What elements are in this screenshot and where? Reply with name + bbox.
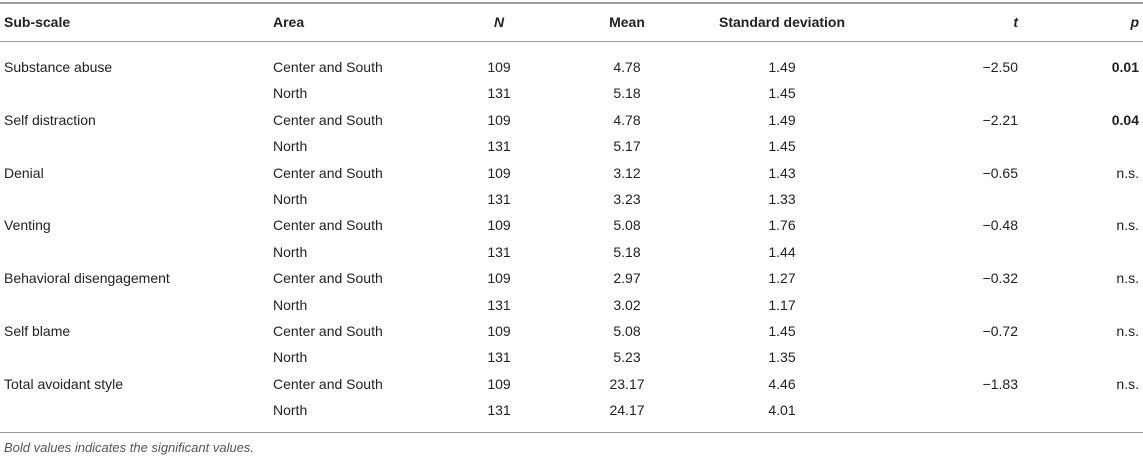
table-cell: 1.45 bbox=[768, 323, 796, 339]
table-cell: Center and South bbox=[273, 323, 383, 339]
column-header: N bbox=[493, 14, 505, 30]
table-cell: 1.27 bbox=[768, 270, 796, 287]
footnote: Bold values indicates the significant va… bbox=[4, 440, 255, 455]
column-header: Standard deviation bbox=[718, 14, 846, 30]
table-cell: −0.72 bbox=[982, 323, 1018, 339]
column-header: p bbox=[1130, 14, 1139, 30]
table-cell: 109 bbox=[487, 164, 511, 181]
table-cell: −0.48 bbox=[982, 217, 1018, 234]
table-cell: North bbox=[273, 402, 308, 419]
table-cell: Center and South bbox=[273, 375, 383, 392]
table-cell: 1.35 bbox=[768, 349, 796, 366]
table-cell: Behavioral disengagement bbox=[4, 270, 170, 287]
table-cell: Center and South bbox=[273, 164, 383, 181]
table-cell: 4.01 bbox=[768, 402, 796, 419]
table-cell: 5.23 bbox=[613, 349, 641, 366]
table-cell: −0.32 bbox=[982, 270, 1018, 287]
table-cell: −1.83 bbox=[982, 375, 1018, 392]
table-cell: 131 bbox=[487, 243, 511, 260]
table-cell: 131 bbox=[487, 191, 511, 207]
table-cell: 109 bbox=[487, 270, 511, 287]
table-cell: 109 bbox=[487, 217, 511, 234]
table-cell: Venting bbox=[4, 217, 51, 234]
table-cell: 131 bbox=[487, 296, 511, 313]
table-cell: North bbox=[273, 349, 308, 366]
table-cell: 0.01 bbox=[1111, 59, 1139, 75]
table-cell: Center and South bbox=[273, 111, 383, 128]
table-cell: 4.78 bbox=[613, 111, 641, 128]
table-cell: 1.49 bbox=[768, 59, 796, 75]
table-cell: n.s. bbox=[1116, 164, 1139, 181]
table-cell: 1.44 bbox=[768, 243, 796, 260]
column-header: t bbox=[1013, 14, 1018, 30]
table-cell: 1.17 bbox=[768, 296, 796, 313]
table-cell: 1.76 bbox=[768, 217, 796, 234]
table-cell: 5.18 bbox=[613, 243, 641, 260]
table-cell: 1.45 bbox=[768, 138, 796, 155]
table-cell: Self blame bbox=[4, 323, 71, 339]
table-cell: 3.12 bbox=[613, 164, 641, 181]
table-cell: North bbox=[273, 243, 308, 260]
table-cell: Self distraction bbox=[4, 111, 96, 128]
table-cell: 109 bbox=[487, 375, 511, 392]
table-cell: −0.65 bbox=[982, 164, 1018, 181]
table-cell: North bbox=[273, 296, 308, 313]
table-cell: 1.49 bbox=[768, 111, 796, 128]
column-header: Area bbox=[273, 14, 305, 30]
bottom-rule bbox=[0, 432, 1143, 433]
table-cell: Denial bbox=[4, 164, 44, 181]
table-cell: 109 bbox=[487, 111, 511, 128]
header-rule bbox=[0, 41, 1143, 42]
table-cell: 5.17 bbox=[613, 138, 641, 155]
table-cell: 131 bbox=[487, 402, 511, 419]
table-cell: 131 bbox=[487, 138, 511, 155]
table-cell: Center and South bbox=[273, 270, 383, 287]
table-cell: n.s. bbox=[1116, 375, 1139, 392]
table-cell: Center and South bbox=[273, 217, 383, 234]
table-cell: 131 bbox=[487, 85, 511, 102]
table-cell: North bbox=[273, 85, 308, 102]
column-header: Mean bbox=[609, 14, 645, 30]
table-cell: 109 bbox=[487, 323, 511, 339]
table-cell: 131 bbox=[487, 349, 511, 366]
table-cell: Total avoidant style bbox=[4, 375, 124, 392]
table-cell: 0.04 bbox=[1111, 111, 1139, 128]
table-cell: 109 bbox=[487, 59, 511, 75]
table-cell: n.s. bbox=[1116, 217, 1139, 234]
table-cell: 5.08 bbox=[613, 323, 641, 339]
table-cell: Substance abuse bbox=[4, 59, 113, 75]
table-cell: n.s. bbox=[1116, 270, 1139, 287]
table-cell: 3.23 bbox=[613, 191, 641, 207]
table-cell: 5.18 bbox=[613, 85, 641, 102]
table-cell: North bbox=[273, 191, 308, 207]
table-cell: 4.46 bbox=[768, 375, 796, 392]
table-cell: 3.02 bbox=[613, 296, 641, 313]
column-header: Sub-scale bbox=[4, 14, 71, 30]
table-cell: 2.97 bbox=[613, 270, 641, 287]
table-cell: 1.33 bbox=[768, 191, 796, 207]
table-cell: 1.45 bbox=[768, 85, 796, 102]
table-cell: 1.43 bbox=[768, 164, 796, 181]
table-cell: Center and South bbox=[273, 59, 383, 75]
table-cell: North bbox=[273, 138, 308, 155]
table-cell: 24.17 bbox=[609, 402, 645, 419]
table-cell: −2.50 bbox=[982, 59, 1018, 75]
table-cell: 5.08 bbox=[613, 217, 641, 234]
table-cell: n.s. bbox=[1116, 323, 1139, 339]
table-cell: −2.21 bbox=[982, 111, 1018, 128]
table-cell: 23.17 bbox=[609, 375, 645, 392]
top-rule bbox=[0, 2, 1143, 4]
table-cell: 4.78 bbox=[613, 59, 641, 75]
